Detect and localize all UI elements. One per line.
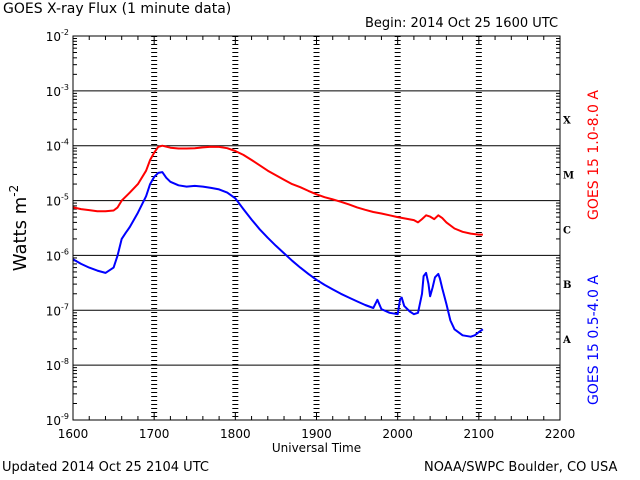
x-tick-label: 1800 [220, 427, 251, 441]
begin-time: Begin: 2014 Oct 25 1600 UTC [365, 16, 559, 31]
x-tick-label: 2200 [545, 427, 576, 441]
y-tick-label: 10-9 [46, 412, 69, 428]
y-tick-label: 10-8 [46, 357, 69, 373]
x-tick-label: 2000 [382, 427, 413, 441]
flare-class-a: A [562, 335, 571, 346]
x-tick-label: 1600 [58, 427, 89, 441]
x-tick-label: 2100 [464, 427, 495, 441]
chart-title: GOES X-ray Flux (1 minute data) [3, 1, 232, 17]
y-tick-labels: 10-9 10-8 10-7 10-6 10-5 10-4 10-3 10-2 [46, 28, 69, 428]
plot-frame [72, 35, 561, 421]
series-lines [72, 144, 484, 338]
y-tick-label: 10-3 [46, 83, 69, 99]
x-tick-label: 1900 [301, 427, 332, 441]
legend-long: GOES 15 1.0-8.0 A [586, 90, 602, 220]
flare-class-x: X [563, 116, 571, 127]
x-tick-label: 1700 [139, 427, 170, 441]
grid [72, 35, 561, 421]
credit: NOAA/SWPC Boulder, CO USA [424, 460, 618, 475]
y-tick-label: 10-6 [46, 247, 69, 263]
y-axis-label: Watts m-2 [7, 185, 31, 271]
y-tick-label: 10-2 [46, 28, 69, 44]
flare-class-b: B [563, 280, 571, 291]
y-tick-label: 10-4 [46, 138, 69, 154]
updated-time: Updated 2014 Oct 25 2104 UTC [2, 460, 209, 475]
x-axis-label: Universal Time [272, 441, 361, 455]
y-tick-label: 10-5 [46, 193, 69, 209]
axis-labels: Universal Time Watts m-2 GOES 15 1.0-8.0 A… [7, 90, 602, 455]
series-line-short [72, 171, 484, 338]
x-tick-labels: 1600 1700 1800 1900 2000 2100 2200 [58, 427, 576, 441]
flare-class-c: C [563, 225, 571, 236]
flare-class-m: M [563, 170, 574, 181]
legend-short: GOES 15 0.5-4.0 A [586, 275, 602, 405]
series-line-long [72, 144, 483, 236]
y-tick-label: 10-7 [46, 302, 69, 318]
flare-class-labels: A B C M X [562, 116, 574, 346]
